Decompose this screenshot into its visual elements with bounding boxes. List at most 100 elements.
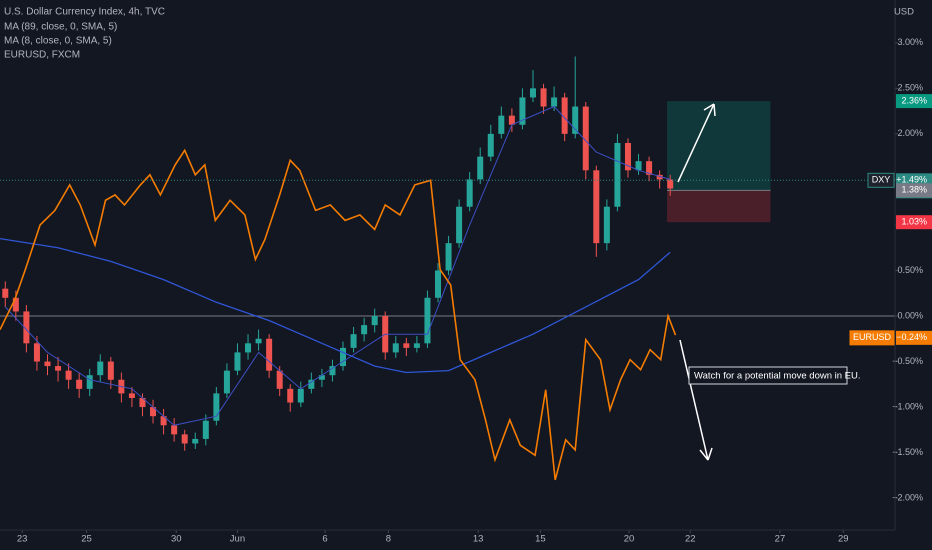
- candle-body: [65, 370, 72, 380]
- candle-body: [329, 366, 336, 376]
- name-tag: [849, 330, 895, 346]
- candle-body: [287, 388, 294, 403]
- x-tick-label: 13: [473, 534, 484, 545]
- candle-body: [487, 133, 494, 157]
- x-tick-label: Jun: [230, 534, 245, 545]
- line-series: [0, 237, 671, 374]
- name-tag-label: DXY: [872, 175, 891, 185]
- candle-body: [44, 361, 51, 367]
- candle-body: [276, 370, 283, 389]
- candle-body: [150, 407, 157, 417]
- candle-body: [171, 425, 178, 435]
- price-tag: [896, 183, 932, 198]
- line-series: [4, 105, 671, 426]
- candle-body: [603, 206, 610, 244]
- candle-body: [76, 379, 83, 389]
- candle-body: [255, 338, 262, 344]
- candle-body: [297, 388, 304, 403]
- candle-body: [445, 243, 452, 271]
- candle-body: [582, 106, 589, 171]
- candle-body: [572, 106, 579, 134]
- stop-zone: [667, 190, 771, 223]
- price-tag-label: 1.38%: [901, 185, 927, 195]
- y-tick-label: 0.50%: [897, 265, 923, 275]
- price-tag-label: 2.36%: [901, 95, 927, 105]
- price-tag: [896, 94, 932, 109]
- x-tick-label: 27: [775, 534, 786, 545]
- x-tick-label: 29: [838, 534, 849, 545]
- candle-body: [635, 161, 642, 171]
- candle-body: [614, 142, 621, 207]
- candle-body: [245, 343, 252, 353]
- candle-body: [12, 297, 19, 312]
- arrow-down: [679, 339, 709, 461]
- price-tag-label: +1.49%: [896, 175, 927, 185]
- y-tick-label: 3.00%: [897, 37, 923, 47]
- price-tag: [896, 215, 932, 230]
- arrow-up: [677, 103, 715, 183]
- candle-body: [139, 397, 146, 408]
- line-series: [0, 148, 677, 481]
- y-tick-label: −2.00%: [892, 493, 923, 503]
- candle-body: [181, 434, 188, 444]
- candle-body: [107, 361, 114, 380]
- x-tick-label: 15: [535, 534, 546, 545]
- candle-body: [371, 315, 378, 326]
- candle-body: [361, 325, 368, 335]
- legend: U.S. Dollar Currency Index, 4h, TVC MA (…: [4, 7, 165, 61]
- y-tick-label: −0.50%: [892, 356, 923, 366]
- candle-body: [551, 97, 558, 107]
- candle-body: [2, 288, 9, 298]
- x-tick-label: 6: [322, 534, 327, 545]
- target-zone: [667, 101, 771, 191]
- price-tag-label: 1.03%: [901, 217, 927, 227]
- candle-body: [223, 370, 230, 394]
- x-tick-label: 22: [685, 534, 696, 545]
- candle-body: [435, 270, 442, 298]
- y-tick-label: 2.50%: [897, 83, 923, 93]
- y-unit: USD: [894, 7, 914, 18]
- candle-body: [646, 161, 653, 175]
- arrow-head: [699, 447, 713, 461]
- legend-item: MA (89, close, 0, SMA, 5): [4, 22, 117, 33]
- arrow-head: [703, 103, 716, 117]
- y-tick-label: −1.50%: [892, 447, 923, 457]
- candle-body: [23, 311, 30, 344]
- candle-body: [466, 179, 473, 207]
- candle-body: [128, 393, 135, 398]
- name-tag: [867, 172, 895, 188]
- candle-body: [498, 115, 505, 134]
- candle-body: [318, 375, 325, 380]
- candle-body: [213, 393, 220, 421]
- legend-item: MA (8, close, 0, SMA, 5): [4, 36, 112, 47]
- y-tick-label: −1.00%: [892, 401, 923, 411]
- candle-body: [529, 88, 536, 98]
- x-tick-label: 25: [81, 534, 92, 545]
- candle-body: [413, 343, 420, 348]
- candle-body: [33, 343, 40, 362]
- candle-body: [340, 347, 347, 367]
- legend-title: U.S. Dollar Currency Index, 4h, TVC: [4, 7, 165, 18]
- candle-body: [593, 170, 600, 244]
- name-tag-label: EURUSD: [853, 332, 892, 342]
- x-tick-label: 30: [171, 534, 182, 545]
- candle-body: [266, 338, 273, 371]
- candle-body: [202, 420, 209, 439]
- price-tag: [896, 330, 932, 345]
- candle-body: [308, 379, 315, 389]
- y-tick-label: 2.00%: [897, 128, 923, 138]
- x-tick-label: 8: [386, 534, 391, 545]
- candle-body: [477, 156, 484, 180]
- candle-body: [561, 97, 568, 134]
- candle-body: [403, 343, 410, 348]
- candle-body: [86, 375, 93, 389]
- y-tick-label: 0.00%: [897, 310, 923, 320]
- candle-body: [192, 438, 199, 444]
- candle-body: [624, 142, 631, 171]
- x-tick-label: 23: [17, 534, 28, 545]
- candle-body: [508, 115, 515, 125]
- arrows: [677, 103, 716, 461]
